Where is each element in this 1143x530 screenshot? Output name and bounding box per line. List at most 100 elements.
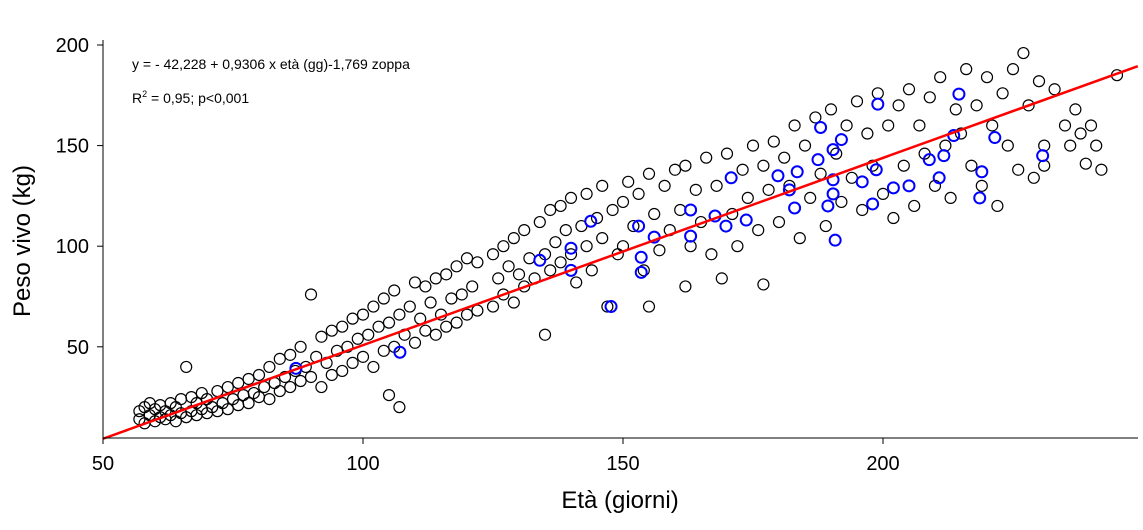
data-point bbox=[544, 203, 557, 217]
data-point bbox=[538, 328, 552, 341]
data-point bbox=[934, 71, 947, 84]
data-point bbox=[970, 99, 983, 112]
y-tick-label: 150 bbox=[56, 136, 89, 158]
data-point bbox=[294, 374, 307, 388]
points-layer bbox=[133, 46, 1124, 430]
lame-data-point bbox=[973, 191, 987, 205]
data-point bbox=[975, 179, 988, 192]
data-point bbox=[221, 380, 234, 394]
data-point bbox=[653, 244, 666, 257]
data-point bbox=[923, 91, 936, 104]
data-point bbox=[986, 119, 999, 132]
data-point bbox=[325, 368, 338, 382]
lame-data-point bbox=[771, 169, 785, 183]
data-point bbox=[486, 300, 500, 313]
data-point bbox=[356, 308, 370, 321]
lame-data-point bbox=[902, 179, 916, 193]
data-point bbox=[174, 393, 188, 406]
lame-data-point bbox=[684, 229, 698, 243]
data-point bbox=[304, 370, 318, 384]
data-point bbox=[533, 215, 546, 229]
data-point bbox=[705, 248, 718, 261]
data-point bbox=[455, 288, 468, 301]
data-point bbox=[497, 240, 510, 253]
y-axis-label: Peso vivo (kg) bbox=[9, 165, 36, 317]
data-point bbox=[913, 119, 926, 132]
data-point bbox=[570, 276, 583, 289]
data-point bbox=[564, 248, 578, 261]
data-point bbox=[793, 232, 806, 245]
lame-data-point bbox=[634, 250, 648, 264]
y-tick-label: 100 bbox=[56, 236, 89, 258]
data-point bbox=[362, 328, 375, 341]
lame-data-point bbox=[790, 165, 804, 179]
data-point bbox=[944, 191, 957, 205]
data-point bbox=[336, 364, 349, 378]
data-point bbox=[1032, 75, 1046, 88]
data-point bbox=[601, 300, 614, 313]
data-point bbox=[1012, 163, 1025, 176]
data-point bbox=[429, 328, 442, 341]
lame-data-point bbox=[632, 219, 646, 233]
data-point bbox=[284, 380, 297, 394]
data-point bbox=[845, 171, 858, 184]
x-tick-label: 200 bbox=[866, 453, 899, 475]
data-point bbox=[908, 199, 921, 213]
data-point bbox=[237, 388, 250, 402]
lame-data-point bbox=[719, 219, 733, 233]
lame-data-point bbox=[871, 97, 885, 111]
data-point bbox=[1069, 103, 1082, 116]
lame-data-point bbox=[988, 131, 1002, 145]
data-point bbox=[580, 240, 593, 253]
data-point bbox=[1074, 127, 1087, 140]
data-point bbox=[346, 356, 359, 369]
r2-prefix: R bbox=[132, 90, 142, 106]
lame-data-point bbox=[564, 263, 578, 277]
lame-data-point bbox=[684, 203, 698, 217]
data-point bbox=[507, 296, 520, 309]
lame-data-point bbox=[811, 153, 825, 167]
data-point bbox=[440, 268, 453, 281]
data-point bbox=[887, 211, 900, 225]
data-point bbox=[377, 344, 390, 357]
data-point bbox=[242, 372, 255, 386]
lame-data-point bbox=[975, 165, 989, 179]
data-point bbox=[471, 304, 484, 317]
data-point bbox=[949, 103, 962, 116]
data-point bbox=[882, 119, 895, 132]
lame-data-point bbox=[533, 253, 547, 267]
data-point bbox=[596, 232, 609, 245]
data-point bbox=[809, 111, 822, 124]
data-point bbox=[382, 388, 396, 402]
data-point bbox=[596, 179, 609, 192]
data-point bbox=[642, 167, 656, 180]
data-point bbox=[460, 252, 474, 265]
data-point bbox=[221, 403, 234, 416]
lame-data-point bbox=[855, 175, 869, 189]
data-point bbox=[544, 264, 557, 277]
lame-data-point bbox=[952, 87, 966, 101]
data-point bbox=[554, 199, 567, 213]
data-point bbox=[840, 119, 853, 132]
data-point bbox=[658, 179, 671, 192]
data-point bbox=[1084, 119, 1098, 132]
data-point bbox=[518, 280, 531, 293]
y-tick-label: 200 bbox=[56, 35, 89, 57]
data-point bbox=[590, 211, 604, 225]
data-point bbox=[637, 264, 650, 277]
data-point bbox=[731, 240, 744, 253]
data-point bbox=[778, 151, 791, 164]
data-point bbox=[892, 99, 905, 112]
lame-data-point bbox=[604, 300, 618, 314]
data-point bbox=[642, 300, 656, 313]
data-point bbox=[408, 336, 422, 349]
lame-data-point bbox=[834, 133, 848, 147]
data-point bbox=[367, 300, 380, 313]
lame-data-point bbox=[814, 120, 828, 134]
data-point bbox=[523, 252, 536, 265]
data-point bbox=[518, 224, 531, 237]
data-point bbox=[606, 203, 619, 217]
data-point bbox=[445, 292, 458, 305]
